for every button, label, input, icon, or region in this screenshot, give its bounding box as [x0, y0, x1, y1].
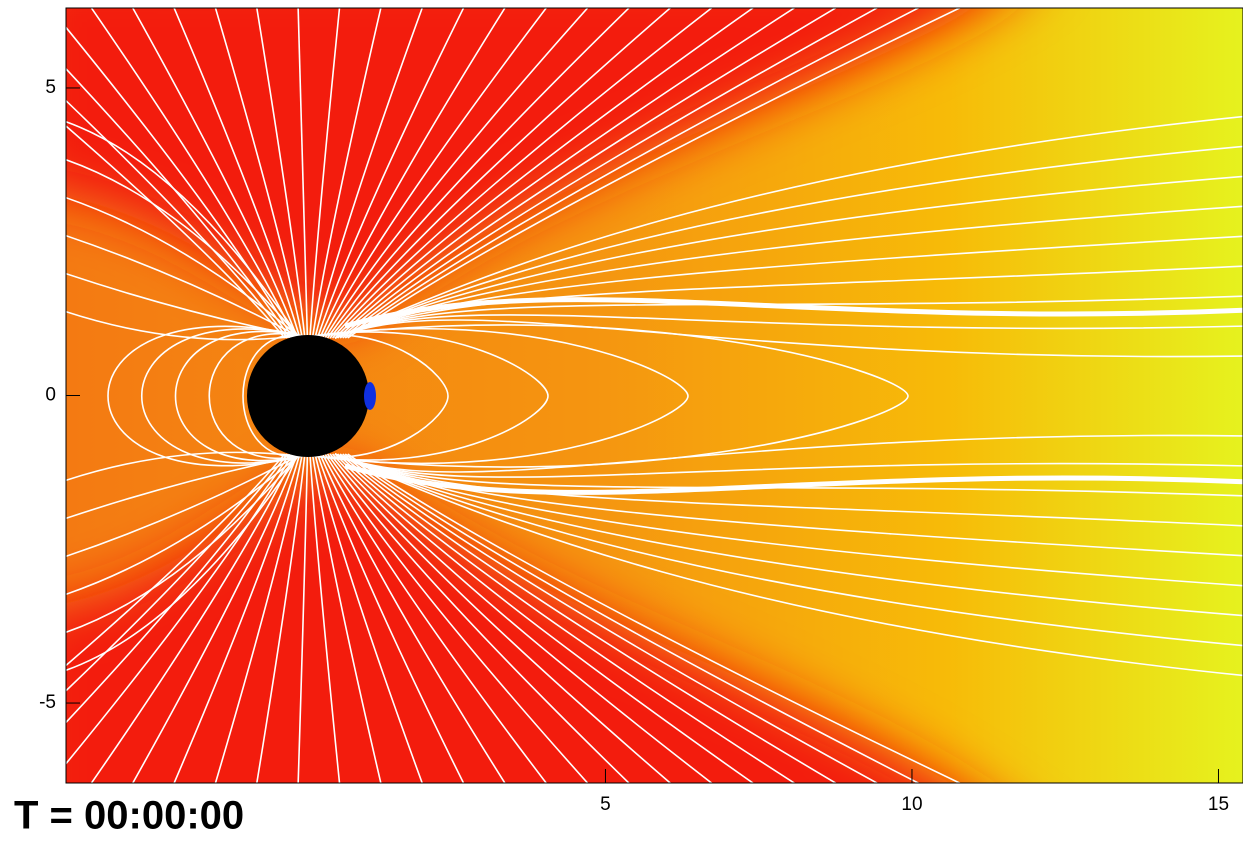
- streamline: [334, 453, 1243, 557]
- streamline: [331, 453, 713, 783]
- x-tick-label: 5: [600, 794, 611, 815]
- streamline: [66, 310, 299, 341]
- streamline: [324, 453, 589, 783]
- streamline: [312, 327, 689, 465]
- streamline: [334, 235, 1243, 339]
- streamline: [214, 453, 304, 783]
- streamline: [173, 453, 301, 783]
- streamline: [316, 453, 465, 783]
- streamline: [334, 265, 1243, 339]
- streamline: [173, 8, 301, 339]
- streamline: [66, 124, 286, 339]
- streamline: [342, 453, 879, 783]
- streamline: [337, 8, 796, 339]
- streamline: [324, 8, 589, 339]
- sheet-boundary: [344, 297, 1243, 329]
- y-tick-label: -5: [39, 692, 56, 713]
- streamline: [311, 453, 382, 783]
- streamline: [66, 455, 299, 596]
- streamline: [174, 330, 304, 462]
- streamline: [339, 8, 838, 339]
- streamline: [334, 295, 1243, 339]
- y-tick-label: 0: [45, 385, 56, 406]
- streamline: [131, 8, 299, 339]
- streamline: [334, 314, 1243, 339]
- streamline: [329, 8, 672, 339]
- streamlines: [66, 8, 1243, 783]
- time-label: T = 00:00:00: [14, 794, 244, 838]
- streamline: [326, 8, 631, 339]
- x-tick-label: 10: [901, 794, 922, 815]
- streamline: [256, 8, 306, 339]
- streamline: [319, 453, 506, 783]
- streamline: [66, 234, 299, 337]
- streamline: [339, 453, 838, 783]
- streamline: [312, 331, 549, 461]
- planet: [247, 335, 369, 457]
- streamline: [140, 328, 304, 464]
- streamline: [334, 453, 1243, 527]
- streamline: [131, 453, 299, 783]
- streamline: [312, 333, 449, 459]
- streamline: [242, 334, 304, 458]
- streamline: [66, 26, 293, 339]
- streamline: [337, 453, 796, 783]
- streamline: [316, 8, 465, 339]
- streamline: [334, 453, 755, 783]
- streamline: [66, 67, 291, 339]
- streamline: [347, 8, 962, 339]
- streamline: [107, 325, 304, 467]
- streamline: [314, 453, 424, 783]
- streamline: [66, 451, 299, 482]
- streamline: [321, 8, 548, 339]
- inner-region: [364, 382, 376, 410]
- streamline: [326, 453, 631, 783]
- streamline: [66, 196, 299, 337]
- streamline: [256, 453, 306, 783]
- streamline: [334, 453, 1243, 497]
- streamline: [66, 120, 299, 337]
- streamline: [334, 434, 1243, 473]
- streamline: [297, 8, 309, 339]
- streamline: [66, 158, 299, 337]
- streamline: [90, 8, 296, 339]
- streamline: [347, 453, 962, 783]
- streamline: [66, 99, 288, 339]
- streamline: [66, 453, 291, 724]
- streamline: [66, 455, 299, 558]
- streamline: [334, 8, 755, 339]
- streamline: [334, 319, 1243, 358]
- streamline: [66, 455, 299, 634]
- streamline: [208, 333, 304, 459]
- streamline: [66, 455, 299, 672]
- streamline: [344, 8, 921, 339]
- streamline: [297, 453, 309, 783]
- y-tick-label: 5: [45, 77, 56, 98]
- streamline: [334, 453, 1243, 478]
- streamline: [66, 453, 286, 667]
- streamline: [329, 453, 672, 783]
- x-tick-label: 15: [1208, 794, 1229, 815]
- streamline: [90, 453, 296, 783]
- streamline: [342, 8, 879, 339]
- streamline: [309, 453, 341, 783]
- streamline: [214, 8, 304, 339]
- streamline: [344, 453, 921, 783]
- streamline: [309, 8, 341, 339]
- streamline: [66, 453, 293, 765]
- streamline: [66, 453, 288, 692]
- streamline: [319, 8, 506, 339]
- streamline: [311, 8, 382, 339]
- streamline: [314, 8, 424, 339]
- streamline: [331, 8, 713, 339]
- streamline: [321, 453, 548, 783]
- sheet-boundary: [344, 463, 1243, 495]
